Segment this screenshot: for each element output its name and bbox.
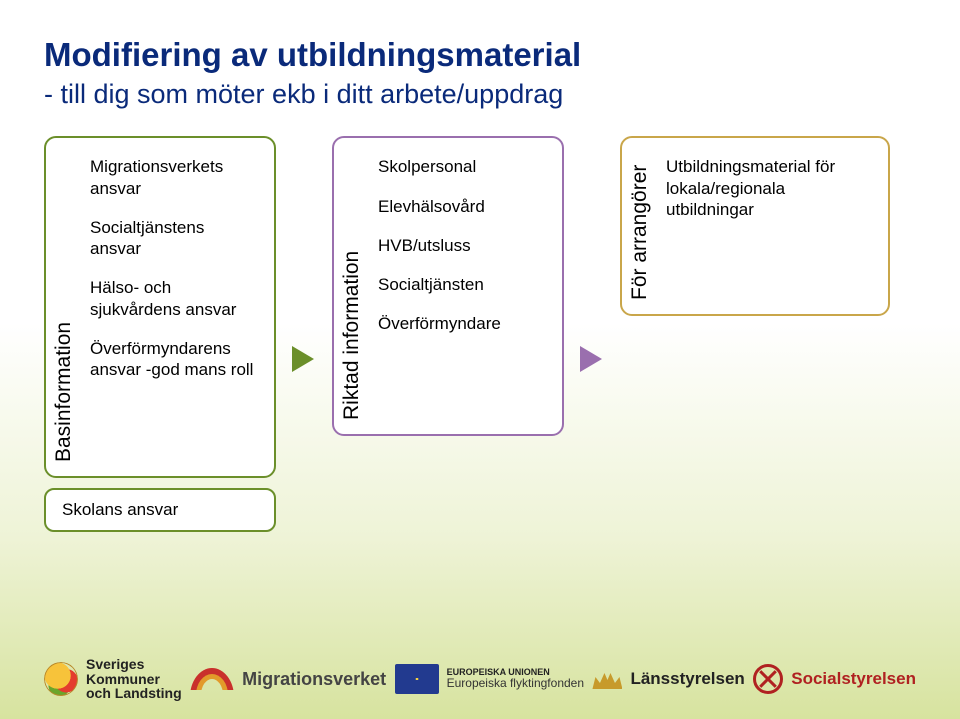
list-item: Överförmyndarens ansvar -god mans roll: [90, 338, 258, 381]
card-body: Utbildningsmaterial för lokala/regionala…: [660, 138, 888, 314]
column-arrangorer: För arrangörer Utbildningsmaterial för l…: [620, 136, 890, 316]
arrow-right-icon: [578, 344, 606, 374]
page-title: Modifiering av utbildningsmaterial: [44, 34, 916, 75]
migrationsverket-icon: [190, 668, 234, 690]
list-item: Överförmyndare: [378, 313, 501, 334]
list-item: Elevhälsovård: [378, 196, 501, 217]
arrow-2: [578, 344, 606, 374]
vert-label-riktad: Riktad information: [334, 138, 372, 434]
logo-row: Sveriges Kommuner och Landsting Migratio…: [0, 657, 960, 701]
logo-text: Länsstyrelsen: [630, 670, 744, 688]
crown-icon: [592, 669, 622, 689]
vert-label-arrangorer: För arrangörer: [622, 138, 660, 314]
card-riktad: Riktad information Skolpersonal Elevhäls…: [332, 136, 564, 436]
logo-socialstyrelsen: Socialstyrelsen: [753, 664, 916, 694]
logo-line: Kommuner: [86, 671, 160, 687]
eu-flag-icon: [395, 664, 439, 694]
logo-migrationsverket: Migrationsverket: [190, 668, 386, 690]
list-item: Utbildningsmaterial för lokala/regionala…: [666, 156, 872, 220]
socialstyrelsen-icon: [753, 664, 783, 694]
logo-line: Europeiska flyktingfonden: [447, 677, 584, 690]
card-arrangorer: För arrangörer Utbildningsmaterial för l…: [620, 136, 890, 316]
card-body: Migrationsverkets ansvar Socialtjänstens…: [84, 138, 274, 476]
logo-text: EUROPEISKA UNIONEN Europeiska flyktingfo…: [447, 668, 584, 690]
arrow-1: [290, 344, 318, 374]
logo-line: och Landsting: [86, 685, 182, 701]
page-subtitle: - till dig som möter ekb i ditt arbete/u…: [44, 79, 916, 110]
list-item: Socialtjänsten: [378, 274, 501, 295]
column-basinformation: Basinformation Migrationsverkets ansvar …: [44, 136, 276, 532]
vert-label-basinformation: Basinformation: [46, 138, 84, 476]
list-item: Hälso- och sjukvårdens ansvar: [90, 277, 258, 320]
column-riktad: Riktad information Skolpersonal Elevhäls…: [332, 136, 564, 436]
card-body: Skolpersonal Elevhälsovård HVB/utsluss S…: [372, 138, 517, 434]
list-item: HVB/utsluss: [378, 235, 501, 256]
logo-skl: Sveriges Kommuner och Landsting: [44, 657, 182, 701]
list-item: Migrationsverkets ansvar: [90, 156, 258, 199]
logo-text: Migrationsverket: [242, 670, 386, 689]
list-item: Skolpersonal: [378, 156, 501, 177]
columns-row: Basinformation Migrationsverkets ansvar …: [0, 110, 960, 532]
list-item: Socialtjänstens ansvar: [90, 217, 258, 260]
logo-eu: EUROPEISKA UNIONEN Europeiska flyktingfo…: [395, 664, 584, 694]
card-basinformation: Basinformation Migrationsverkets ansvar …: [44, 136, 276, 478]
logo-lansstyrelsen: Länsstyrelsen: [592, 669, 744, 689]
subcard-skolans-ansvar: Skolans ansvar: [44, 488, 276, 532]
arrow-right-icon: [290, 344, 318, 374]
logo-text: Socialstyrelsen: [791, 670, 916, 688]
header: Modifiering av utbildningsmaterial - til…: [0, 0, 960, 110]
logo-text: Sveriges Kommuner och Landsting: [86, 657, 182, 701]
logo-line: Sveriges: [86, 656, 144, 672]
skl-icon: [44, 662, 78, 696]
